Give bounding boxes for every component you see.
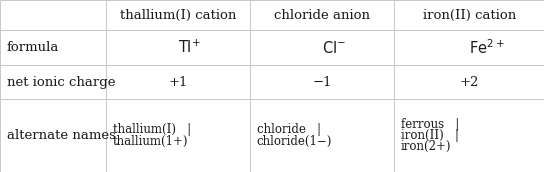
Text: iron(2+): iron(2+) <box>401 140 452 153</box>
Text: +1: +1 <box>169 76 188 89</box>
Text: alternate names: alternate names <box>7 129 115 142</box>
Text: +2: +2 <box>460 76 479 89</box>
Text: iron(II)   |: iron(II) | <box>401 129 459 142</box>
Text: $\mathsf{Tl^{+}}$: $\mathsf{Tl^{+}}$ <box>178 39 201 56</box>
Text: ferrous   |: ferrous | <box>401 118 459 131</box>
Text: thallium(I) cation: thallium(I) cation <box>120 9 236 22</box>
Text: thallium(1+): thallium(1+) <box>113 135 188 148</box>
Text: $\mathsf{Fe^{2+}}$: $\mathsf{Fe^{2+}}$ <box>469 38 505 57</box>
Text: net ionic charge: net ionic charge <box>7 76 115 89</box>
Text: thallium(I)   |: thallium(I) | <box>113 123 191 136</box>
Text: formula: formula <box>7 41 59 54</box>
Text: −1: −1 <box>313 76 332 89</box>
Text: iron(II) cation: iron(II) cation <box>423 9 516 22</box>
Text: chloride   |: chloride | <box>257 123 321 136</box>
Text: chloride(1−): chloride(1−) <box>257 135 332 148</box>
Text: chloride anion: chloride anion <box>274 9 370 22</box>
Text: $\mathsf{Cl^{-}}$: $\mathsf{Cl^{-}}$ <box>322 40 346 56</box>
